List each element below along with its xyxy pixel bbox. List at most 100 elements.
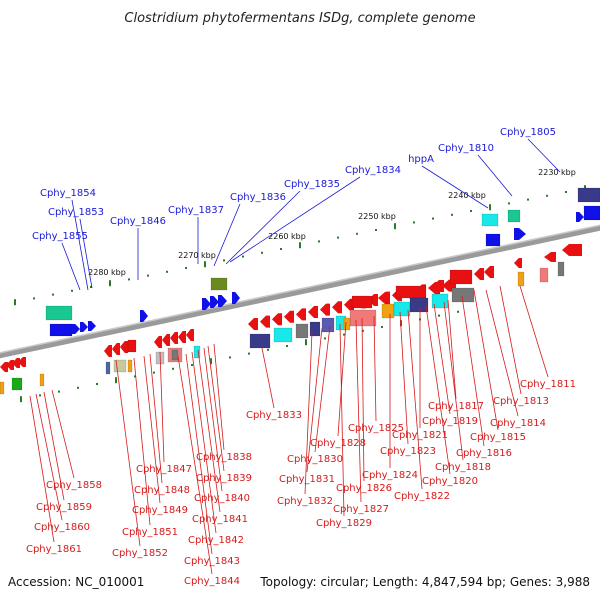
leader-line (185, 353, 213, 555)
tick-label: 2260 kbp (268, 232, 306, 241)
tick-mark (546, 194, 548, 197)
reverse-gene-arrow (162, 334, 170, 346)
reverse-gene-arrow (0, 362, 8, 372)
reverse-gene-label: Cphy_1841 (192, 514, 248, 525)
leader-line (191, 351, 217, 534)
reverse-gene-label: Cphy_1824 (362, 470, 418, 481)
reverse-gene-arrow (320, 303, 330, 316)
gene-labels: Cphy_1805 Cphy_1810 hppA Cphy_1834 Cphy_1835… (26, 127, 576, 587)
tick-mark (39, 394, 41, 397)
tick-mark (489, 204, 491, 211)
gene-block (485, 233, 501, 247)
leader-line (447, 299, 457, 400)
tick-mark (210, 358, 212, 365)
forward-gene-label: Cphy_1810 (438, 143, 494, 154)
leader-line (433, 303, 451, 415)
reverse-gene-label: Cphy_1820 (422, 476, 478, 487)
gene-block (557, 261, 565, 277)
forward-gene-arrow (218, 295, 227, 307)
tick-mark (508, 202, 510, 205)
gene-block (171, 349, 179, 361)
tick-mark (394, 223, 396, 230)
reverse-gene-arrow (432, 280, 444, 292)
tick-mark (52, 293, 54, 296)
leader-line (361, 317, 365, 482)
tick-mark (362, 329, 364, 332)
gene-block (113, 359, 127, 373)
leader-line (51, 389, 75, 479)
reverse-gene-label: Cphy_1826 (336, 483, 392, 494)
reverse-gene-label: Cphy_1851 (122, 527, 178, 538)
reverse-gene-label: Cphy_1815 (470, 432, 526, 443)
gene-block (451, 287, 475, 303)
tick-mark (115, 377, 117, 384)
tick-mark (299, 242, 301, 249)
gene-block (210, 277, 228, 291)
reverse-gene-label: Cphy_1821 (392, 430, 448, 441)
gene-block (11, 377, 23, 391)
gene-block (0, 381, 5, 395)
tick-mark (134, 375, 136, 378)
tick-label: 2230 kbp (538, 168, 576, 177)
gene-block (295, 323, 309, 339)
leader-line (527, 138, 561, 173)
leader-line (225, 190, 301, 265)
reverse-gene-arrow (120, 341, 128, 353)
tick-mark (153, 371, 155, 374)
tick-label: 2280 kbp (88, 268, 126, 277)
reverse-gene-arrow (248, 318, 258, 330)
tick-mark (166, 270, 168, 273)
genome-summary-text: Topology: circular; Length: 4,847,594 bp… (259, 575, 590, 589)
reverse-gene-label: Cphy_1840 (194, 493, 250, 504)
tick-mark (343, 333, 345, 336)
leader-line (499, 285, 522, 395)
gene-block (381, 303, 395, 319)
leader-line (443, 301, 464, 461)
forward-gene-arrow (210, 296, 219, 308)
reverse-gene-arrow (514, 258, 522, 268)
tick-mark (128, 278, 130, 281)
gene-block (127, 339, 137, 353)
leader-line (203, 347, 223, 492)
reverse-gene-arrow (272, 313, 282, 326)
reverse-gene-label: Cphy_1827 (333, 504, 389, 515)
reverse-gene-label: Cphy_1844 (184, 576, 240, 587)
leader-line (473, 289, 499, 431)
reverse-gene-arrow (186, 329, 194, 341)
forward-gene-label: Cphy_1837 (168, 205, 224, 216)
gene-block (39, 373, 45, 387)
forward-gene-label: Cphy_1834 (345, 165, 401, 176)
leader-line (197, 349, 221, 513)
reverse-gene-label: Cphy_1842 (188, 535, 244, 546)
tick-mark (565, 191, 567, 193)
forward-gene-label: Cphy_1835 (284, 179, 340, 190)
forward-gene-label: Cphy_1855 (32, 231, 88, 242)
reverse-gene-label: Cphy_1852 (112, 548, 168, 559)
tick-mark (147, 274, 149, 277)
tick-mark (77, 386, 79, 389)
leader-line (133, 357, 151, 526)
leader-line (339, 323, 345, 517)
reverse-gene-arrow (544, 252, 556, 262)
gene-block (343, 317, 351, 331)
reverse-gene-arrow (170, 332, 178, 344)
gene-block (45, 305, 73, 321)
tick-mark (438, 314, 440, 317)
reverse-gene-label: Cphy_1843 (184, 556, 240, 567)
leader-line (399, 311, 409, 445)
leader-line (314, 325, 331, 453)
forward-gene-arrow (576, 212, 584, 222)
tick-mark (337, 236, 339, 239)
leader-line (407, 309, 423, 490)
gene-block (395, 285, 427, 299)
tick-mark (172, 367, 174, 370)
backbone-highlight (0, 224, 600, 354)
leader-line (71, 199, 89, 291)
reverse-gene-label: Cphy_1816 (456, 448, 512, 459)
reverse-gene-label: Cphy_1829 (316, 518, 372, 529)
reverse-gene-label: Cphy_1838 (196, 452, 252, 463)
gene-block (539, 267, 549, 283)
tick-mark (324, 337, 326, 340)
